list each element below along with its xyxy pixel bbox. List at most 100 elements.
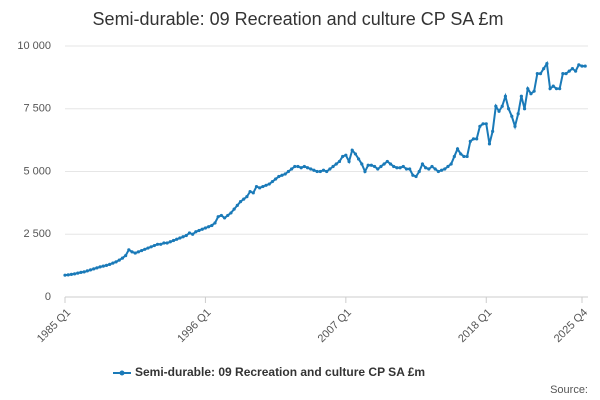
point [111, 261, 115, 265]
point [226, 213, 230, 218]
point [408, 167, 412, 171]
point [574, 69, 578, 73]
point [353, 152, 358, 156]
point [222, 216, 227, 220]
point [446, 164, 450, 169]
point [277, 174, 281, 179]
point [404, 167, 409, 171]
point [436, 169, 440, 174]
point [162, 241, 166, 245]
point [194, 230, 198, 234]
point [420, 162, 425, 166]
point [449, 162, 453, 166]
point [331, 164, 335, 169]
point [417, 169, 421, 174]
point [108, 262, 112, 266]
point [152, 243, 156, 248]
point [267, 182, 271, 186]
point [427, 167, 431, 171]
x-tick-label: 1985 Q1 [35, 307, 73, 345]
chart-title: Semi-durable: 09 Recreation and culture … [93, 9, 504, 29]
point [219, 213, 223, 218]
point [570, 66, 575, 71]
point [529, 92, 533, 96]
point [532, 89, 536, 93]
x-tick-label: 2018 Q1 [456, 307, 494, 345]
point [139, 248, 144, 253]
point [76, 271, 80, 275]
point [155, 242, 160, 246]
point [130, 250, 134, 254]
point [124, 253, 128, 258]
point [347, 159, 351, 164]
source: Source: [550, 384, 588, 396]
point [548, 87, 552, 91]
point [360, 162, 364, 166]
point [286, 169, 290, 174]
series-line [64, 60, 586, 277]
point [63, 273, 67, 277]
y-tick-label: 0 [45, 291, 51, 303]
point [535, 72, 539, 76]
point [487, 142, 492, 146]
point [127, 248, 131, 252]
point [401, 164, 405, 169]
point [101, 264, 105, 268]
point [216, 215, 220, 219]
point [245, 195, 249, 199]
point [567, 69, 571, 73]
point [312, 168, 316, 172]
point [385, 159, 389, 164]
point [475, 137, 479, 141]
point [318, 169, 322, 174]
point [497, 109, 501, 113]
point [187, 231, 192, 235]
x-tick-label: 2025 Q4 [552, 307, 590, 345]
point [210, 223, 214, 228]
point [299, 166, 303, 170]
point [471, 137, 476, 141]
point [159, 242, 163, 246]
point [302, 164, 306, 169]
point [411, 173, 415, 177]
point [289, 167, 294, 171]
y-tick-label: 7 500 [23, 103, 51, 115]
point [465, 154, 469, 159]
point [341, 154, 345, 159]
point [376, 167, 380, 171]
point [251, 191, 255, 195]
point [357, 157, 361, 161]
point [350, 148, 354, 152]
point [372, 164, 377, 169]
point [120, 256, 125, 260]
y-tick-label: 5 000 [23, 165, 51, 177]
point [235, 203, 239, 207]
point [414, 174, 418, 179]
x-tick-label: 1996 Q1 [175, 307, 213, 345]
point [379, 164, 383, 169]
point [207, 225, 211, 229]
point [114, 260, 118, 264]
point [564, 72, 568, 76]
point [430, 164, 434, 169]
point [526, 87, 530, 91]
point [510, 114, 514, 118]
point [519, 94, 523, 98]
point [136, 250, 141, 254]
point [72, 272, 77, 276]
point [66, 273, 70, 277]
point [69, 272, 73, 277]
point [382, 162, 386, 166]
point [522, 107, 527, 111]
point [104, 263, 109, 267]
point [561, 72, 565, 76]
point [388, 162, 393, 166]
point [468, 139, 472, 143]
point [462, 154, 466, 159]
point [165, 241, 169, 245]
point [455, 147, 460, 151]
point [484, 122, 488, 126]
point [274, 177, 278, 181]
point [500, 104, 504, 108]
